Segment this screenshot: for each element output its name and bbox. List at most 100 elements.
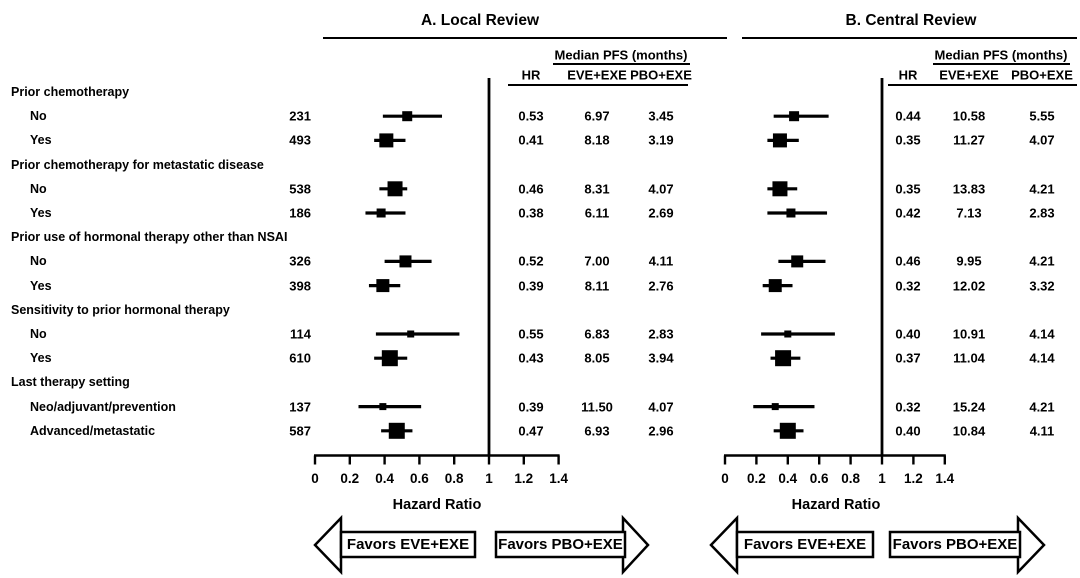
pbo-exe-median-pfs: 4.21 <box>1029 181 1055 197</box>
subgroup-label: No <box>30 181 47 196</box>
right-arrowhead <box>1016 514 1046 576</box>
axis-tick-label: 0.4 <box>778 471 797 486</box>
panel-a-pfs-rule <box>553 63 690 66</box>
eve-exe-median-pfs: 7.13 <box>956 205 982 221</box>
n-patients: 137 <box>289 399 311 415</box>
pbo-exe-median-pfs: 4.14 <box>1029 326 1055 342</box>
hr-value: 0.39 <box>518 278 544 294</box>
favors-pbo-label: Favors PBO+EXE <box>893 536 1018 553</box>
hr-value: 0.32 <box>895 278 921 294</box>
pbo-exe-median-pfs: 4.07 <box>648 181 674 197</box>
eve-exe-median-pfs: 6.83 <box>584 326 610 342</box>
panel-b-pbo-header: PBO+EXE <box>1011 67 1073 83</box>
axis-tick-label: 1.2 <box>904 471 923 486</box>
eve-exe-median-pfs: 7.00 <box>584 253 610 269</box>
pbo-exe-median-pfs: 4.11 <box>1029 423 1055 439</box>
eve-exe-median-pfs: 10.58 <box>952 108 986 124</box>
axis-tick-label: 0.2 <box>747 471 766 486</box>
n-patients: 114 <box>290 326 311 342</box>
n-patients: 186 <box>289 205 311 221</box>
hr-point-marker <box>402 111 413 122</box>
right-arrowhead <box>621 514 650 576</box>
subgroup-label: Advanced/metastatic <box>30 423 156 438</box>
axis-tick-label: 0 <box>721 471 729 486</box>
eve-exe-median-pfs: 11.27 <box>953 132 985 148</box>
axis-tick-label: 1 <box>878 471 886 486</box>
hr-point-marker <box>772 133 787 148</box>
hr-value: 0.32 <box>895 399 921 415</box>
group-label: Last therapy setting <box>11 375 130 390</box>
hr-point-marker <box>376 208 386 218</box>
eve-exe-median-pfs: 6.97 <box>584 108 610 124</box>
hr-value: 0.42 <box>895 205 921 221</box>
pbo-exe-median-pfs: 3.32 <box>1029 278 1055 294</box>
subgroup-label: Yes <box>30 278 52 293</box>
n-patients: 398 <box>289 278 311 294</box>
pbo-exe-median-pfs: 3.94 <box>648 350 674 366</box>
axis-tick-label: 1.4 <box>549 471 568 486</box>
group-label: Prior chemotherapy <box>11 85 130 99</box>
hr-value: 0.43 <box>518 350 544 366</box>
panel-a-pbo-header: PBO+EXE <box>630 67 692 83</box>
hr-point-marker <box>791 255 804 268</box>
eve-exe-median-pfs: 8.31 <box>584 181 610 197</box>
panel-b-eve-header: EVE+EXE <box>939 67 999 83</box>
pbo-exe-median-pfs: 4.07 <box>1029 132 1055 148</box>
hr-value: 0.55 <box>518 326 544 342</box>
eve-exe-median-pfs: 10.84 <box>952 423 986 439</box>
favors-eve-label: Favors EVE+EXE <box>744 536 866 553</box>
pbo-exe-median-pfs: 3.19 <box>648 132 674 148</box>
n-patients: 326 <box>289 253 311 269</box>
eve-exe-median-pfs: 15.24 <box>952 399 986 415</box>
hr-value: 0.40 <box>895 326 921 342</box>
panel-a-title-rule <box>323 36 727 40</box>
hr-point-marker <box>407 330 415 338</box>
hr-value: 0.53 <box>518 108 544 124</box>
pbo-exe-median-pfs: 2.76 <box>648 278 674 294</box>
axis-tick-label: 0.6 <box>810 471 829 486</box>
hr-point-marker <box>376 279 390 293</box>
left-arrowhead <box>709 514 739 576</box>
hr-point-marker <box>775 350 792 367</box>
hr-value: 0.44 <box>895 108 921 124</box>
pbo-exe-median-pfs: 2.69 <box>648 205 674 221</box>
subgroup-label: Yes <box>30 206 52 220</box>
axis-tick-label: 0.8 <box>841 471 860 486</box>
axis-tick-label: 1.2 <box>514 471 533 486</box>
hr-point-marker <box>784 330 792 338</box>
hr-point-marker <box>771 403 779 411</box>
n-patients: 610 <box>289 350 311 366</box>
panel-b-title-rule <box>742 36 1077 40</box>
hr-value: 0.35 <box>895 181 921 197</box>
n-patients: 493 <box>289 132 311 148</box>
axis-tick-label: 0.4 <box>375 471 394 486</box>
group-label: Prior chemotherapy for metastatic diseas… <box>11 157 264 172</box>
pbo-exe-median-pfs: 4.21 <box>1029 253 1055 269</box>
hr-value: 0.47 <box>518 423 544 439</box>
axis-tick-label: 0.6 <box>410 471 429 486</box>
group-label: Sensitivity to prior hormonal therapy <box>11 302 230 317</box>
hr-point-marker <box>772 181 788 197</box>
pbo-exe-median-pfs: 4.21 <box>1029 399 1055 415</box>
subgroup-label: Yes <box>30 133 52 148</box>
axis-tick-label: 0.2 <box>340 471 359 486</box>
pbo-exe-median-pfs: 3.45 <box>648 108 674 124</box>
hr-point-marker <box>768 279 782 293</box>
eve-exe-median-pfs: 9.95 <box>956 253 982 269</box>
favors-eve-label: Favors EVE+EXE <box>347 536 469 553</box>
eve-exe-median-pfs: 11.04 <box>953 350 985 366</box>
panel-a-title: A. Local Review <box>420 12 540 29</box>
eve-exe-median-pfs: 8.11 <box>584 278 610 294</box>
hr-value: 0.52 <box>518 253 544 269</box>
hr-value: 0.40 <box>895 423 921 439</box>
favors-eve-box <box>735 530 875 559</box>
panel-a-pfs-header: Median PFS (months) <box>554 47 688 63</box>
hr-point-marker <box>379 133 394 148</box>
hr-value: 0.37 <box>895 350 921 366</box>
axis-tick-label: 0.8 <box>445 471 464 486</box>
pbo-exe-median-pfs: 4.07 <box>648 399 674 415</box>
panel-b-axis-label: Hazard Ratio <box>791 497 881 513</box>
axis-tick-label: 1.4 <box>935 471 954 486</box>
